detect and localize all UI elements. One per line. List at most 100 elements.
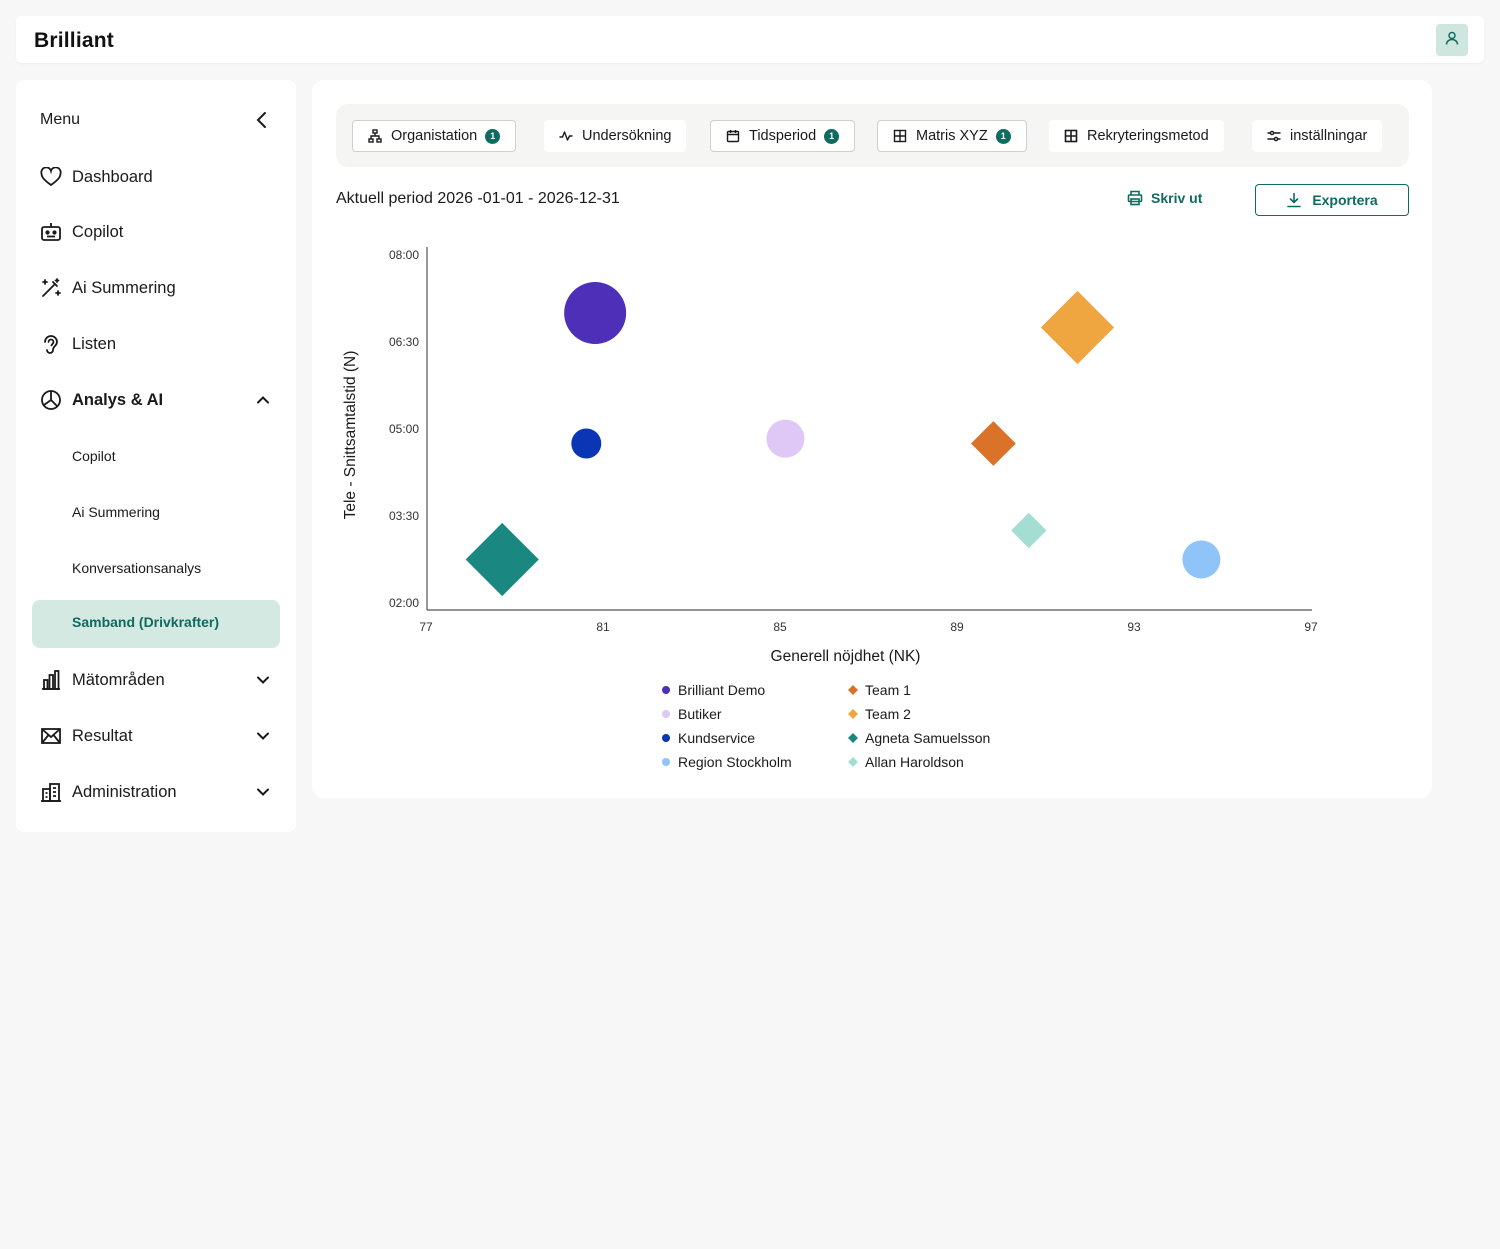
calendar-icon	[726, 129, 740, 143]
user-profile-button[interactable]	[1436, 24, 1468, 56]
y-tick-label: 08:00	[389, 248, 419, 262]
data-point	[1040, 290, 1115, 365]
export-button[interactable]: Exportera	[1255, 184, 1409, 216]
chevron-down-icon	[254, 727, 272, 745]
y-tick-label: 02:00	[389, 596, 419, 610]
y-tick-label: 05:00	[389, 422, 419, 436]
legend-label: Team 1	[865, 682, 911, 698]
data-point	[571, 428, 602, 459]
sidebar-item-label: Ai Summering	[72, 278, 176, 297]
sidebar-item-resultat[interactable]: Resultat	[40, 722, 272, 750]
sidebar: Menu Dashboard Copilot Ai Summering List…	[16, 80, 296, 832]
legend-marker	[848, 757, 858, 767]
sidebar-item-label: Administration	[72, 782, 177, 801]
legend-label: Brilliant Demo	[678, 682, 765, 698]
x-tick-label: 77	[419, 620, 433, 634]
data-point	[465, 522, 539, 597]
sliders-icon	[1267, 129, 1281, 143]
filter-label: Organistation	[391, 128, 478, 144]
data-point	[1011, 512, 1047, 549]
bar-chart-icon	[40, 669, 62, 691]
x-axis-label: Generell nöjdhet (NK)	[771, 648, 921, 665]
heart-icon	[40, 166, 62, 188]
pie-chart-icon	[40, 389, 62, 411]
sidebar-item-label: Analys & AI	[72, 390, 164, 409]
x-tick-label: 93	[1127, 620, 1141, 634]
sub-item-ai-summering[interactable]: Ai Summering	[72, 504, 160, 520]
filter-bar: Organistation 1 Undersökning Tidsperiod …	[336, 104, 1409, 167]
ear-icon	[40, 333, 62, 355]
grid-icon	[893, 129, 907, 143]
sidebar-item-label: Mätområden	[72, 670, 165, 689]
print-label: Skriv ut	[1151, 190, 1203, 206]
filter-label: inställningar	[1290, 128, 1368, 144]
main-panel: Organistation 1 Undersökning Tidsperiod …	[312, 80, 1432, 798]
filter-count-badge: 1	[824, 128, 840, 144]
legend-marker	[848, 709, 858, 719]
sidebar-item-copilot[interactable]: Copilot	[40, 218, 272, 246]
legend-label: Kundservice	[678, 730, 755, 746]
legend-label: Team 2	[865, 706, 911, 722]
filter-label: Rekryteringsmetod	[1087, 128, 1209, 144]
filter-matris-xyz[interactable]: Matris XYZ 1	[877, 120, 1027, 152]
filter-organistation[interactable]: Organistation 1	[352, 120, 517, 152]
filter-label: Undersökning	[582, 128, 672, 144]
filter-count-badge: 1	[485, 128, 501, 144]
sidebar-item-listen[interactable]: Listen	[40, 330, 272, 358]
sidebar-header: Menu	[40, 108, 272, 132]
sub-item-konversationsanalys[interactable]: Konversationsanalys	[72, 560, 202, 576]
chevron-left-icon	[252, 110, 272, 130]
magic-wand-icon	[40, 277, 62, 299]
y-tick-label: 03:30	[389, 509, 419, 523]
filter-tidsperiod[interactable]: Tidsperiod 1	[710, 120, 856, 152]
filter-label: Tidsperiod	[749, 128, 817, 144]
filter-rekryteringsmetod[interactable]: Rekryteringsmetod	[1049, 120, 1224, 152]
y-axis-label: Tele - Snittsamtalstid (N)	[342, 351, 359, 520]
legend-marker	[848, 685, 858, 695]
building-icon	[40, 781, 62, 803]
legend-label: Region Stockholm	[678, 754, 792, 770]
data-point	[564, 282, 627, 344]
print-button[interactable]: Skriv ut	[1127, 190, 1202, 206]
sub-item-samband-active[interactable]: Samband (Drivkrafter)	[32, 600, 280, 648]
envelope-icon	[40, 725, 62, 747]
sidebar-item-label: Listen	[72, 334, 117, 353]
collapse-sidebar-button[interactable]	[252, 110, 272, 130]
x-tick-label: 81	[596, 620, 610, 634]
export-label: Exportera	[1312, 192, 1378, 208]
legend-marker	[662, 686, 670, 694]
top-bar: Brilliant	[16, 16, 1484, 63]
user-icon	[1444, 30, 1460, 51]
sidebar-item-analys-ai[interactable]: Analys & AI	[40, 386, 272, 414]
sidebar-item-ai-summering[interactable]: Ai Summering	[40, 274, 272, 302]
chevron-up-icon	[254, 391, 272, 409]
data-point	[766, 419, 805, 458]
grid-icon	[1064, 129, 1078, 143]
legend-marker	[662, 734, 670, 742]
legend-label: Allan Haroldson	[865, 754, 964, 770]
legend-marker	[662, 758, 670, 766]
org-chart-icon	[368, 129, 382, 143]
activity-icon	[559, 129, 573, 143]
download-icon	[1286, 192, 1302, 208]
filter-undersokning[interactable]: Undersökning	[544, 120, 687, 152]
menu-title: Menu	[40, 111, 81, 128]
sub-item-label: Samband (Drivkrafter)	[72, 614, 220, 630]
filter-label: Matris XYZ	[916, 128, 988, 144]
sidebar-item-label: Dashboard	[72, 167, 153, 186]
robot-icon	[40, 221, 62, 243]
legend-marker	[848, 733, 858, 743]
legend-label: Butiker	[678, 706, 722, 722]
filter-installningar[interactable]: inställningar	[1252, 120, 1383, 152]
x-tick-label: 89	[950, 620, 964, 634]
filter-count-badge: 1	[995, 128, 1011, 144]
legend-label: Agneta Samuelsson	[865, 730, 990, 746]
x-tick-label: 85	[773, 620, 787, 634]
sub-item-copilot[interactable]: Copilot	[72, 448, 116, 464]
current-period-label: Aktuell period 2026 -01-01 - 2026-12-31	[336, 190, 620, 207]
sidebar-item-matomraden[interactable]: Mätområden	[40, 666, 272, 694]
sidebar-item-dashboard[interactable]: Dashboard	[40, 163, 272, 191]
sidebar-item-administration[interactable]: Administration	[40, 778, 272, 806]
brand-logo[interactable]: Brilliant	[34, 29, 114, 52]
